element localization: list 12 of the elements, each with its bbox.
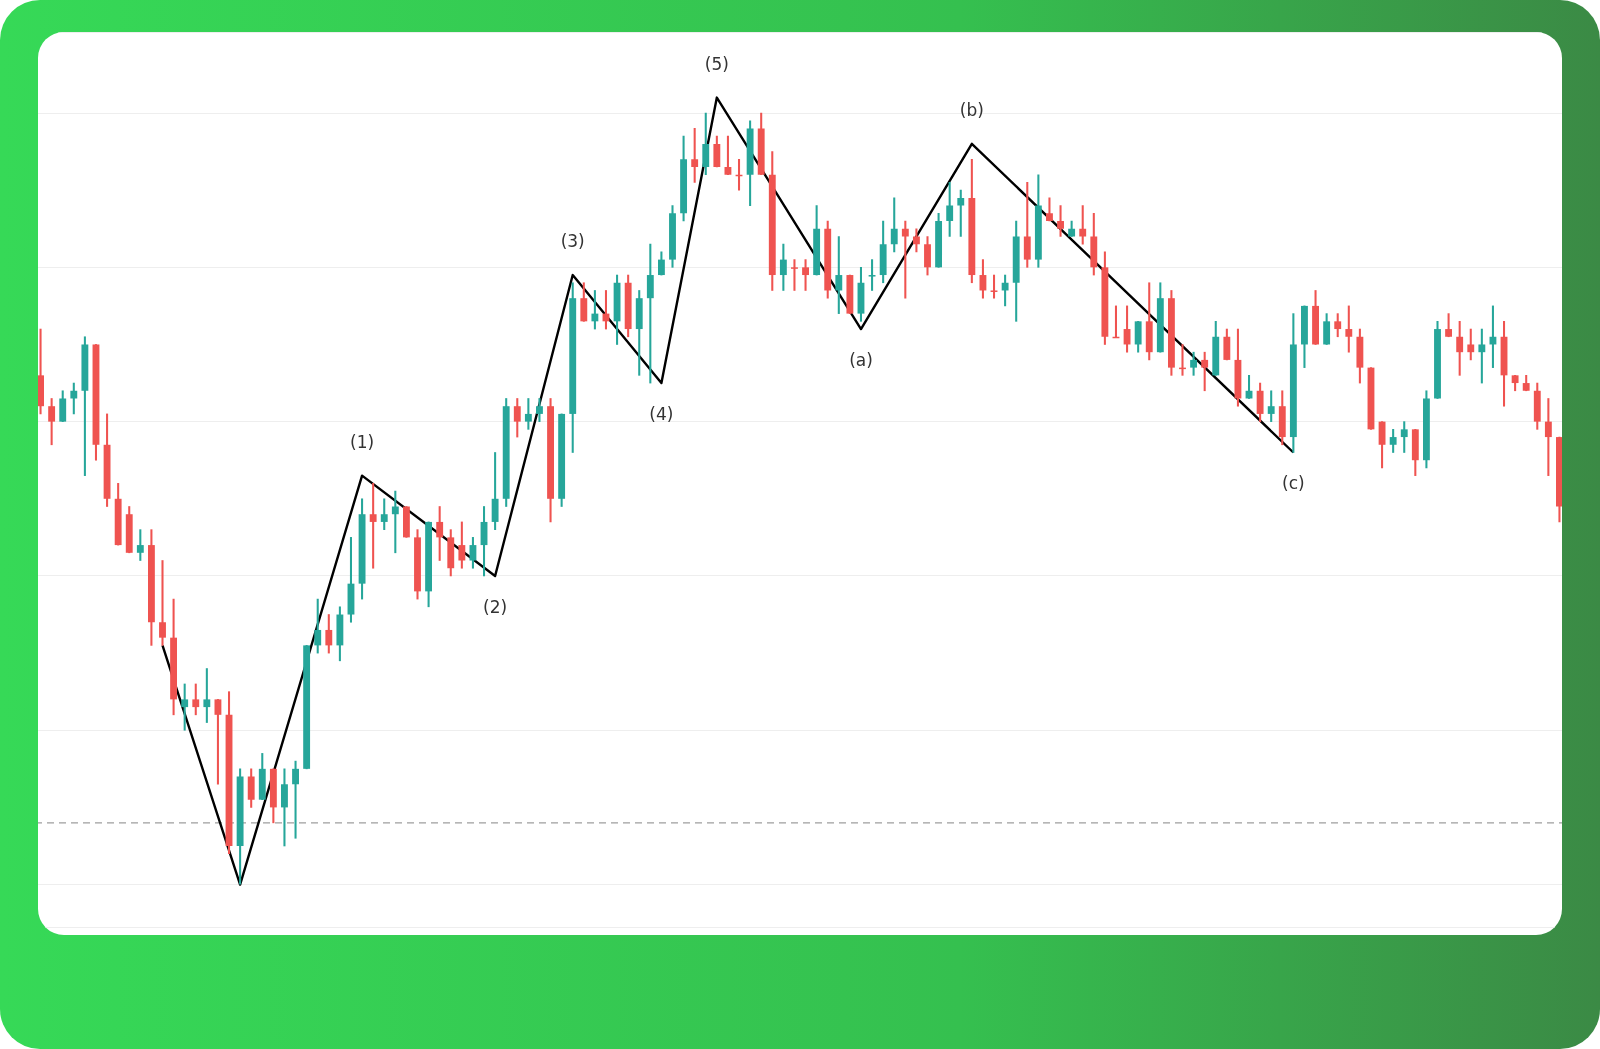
annotation: (b): [959, 99, 984, 120]
annotation: (a): [849, 349, 873, 370]
annotation: (2): [483, 596, 508, 617]
annotation: (3): [560, 230, 585, 251]
candlestick: [868, 259, 876, 291]
candlestick: [791, 259, 798, 291]
annotation: (4): [649, 403, 674, 424]
annotation: (5): [704, 53, 729, 74]
annotation: (c): [1282, 473, 1305, 494]
candlestick: [159, 560, 166, 646]
candlestick: [990, 274, 998, 299]
annotation: (1): [350, 431, 375, 452]
